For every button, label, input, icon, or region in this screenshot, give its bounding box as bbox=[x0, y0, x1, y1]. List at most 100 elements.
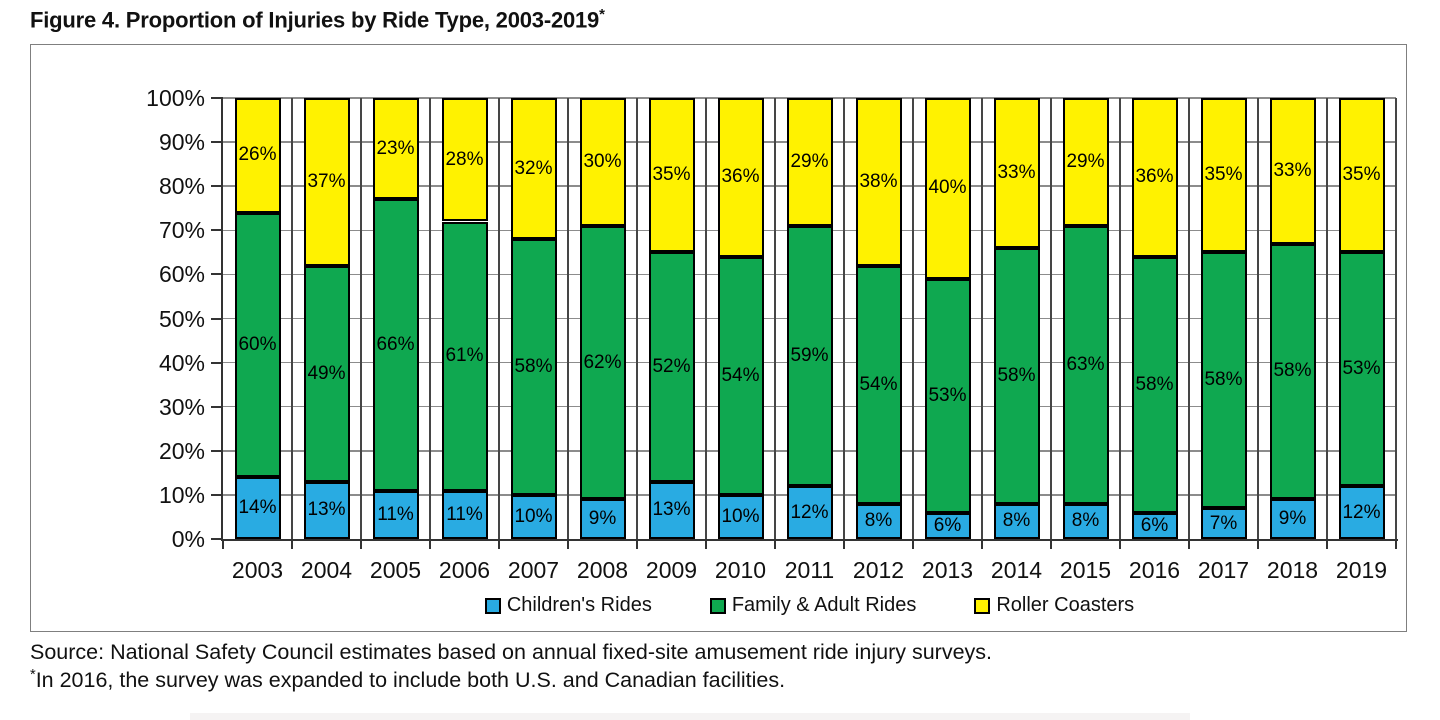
bar-segment-roller-coasters bbox=[786, 98, 833, 226]
x-axis-tick bbox=[705, 541, 707, 549]
legend-item: Children's Rides bbox=[484, 594, 652, 617]
bar-value-label: 33% bbox=[997, 161, 1036, 183]
source-note: Source: National Safety Council estimate… bbox=[30, 640, 993, 664]
bar-value-label: 58% bbox=[1204, 369, 1243, 391]
x-axis-label: 2012 bbox=[852, 557, 905, 583]
bar-segment-roller-coasters bbox=[1131, 98, 1178, 257]
x-axis-tick bbox=[1188, 541, 1190, 549]
bar-segment-childrens-rides bbox=[993, 503, 1040, 539]
y-axis-tick bbox=[211, 273, 221, 276]
y-axis-tick bbox=[211, 229, 221, 232]
x-axis-line bbox=[221, 539, 1398, 541]
bar-segment-family-adult-rides bbox=[441, 221, 488, 491]
bar-segment-childrens-rides bbox=[1269, 499, 1316, 539]
bar-segment-family-adult-rides bbox=[579, 225, 626, 500]
bar-value-label: 12% bbox=[1342, 501, 1381, 523]
footnote-text: In 2016, the survey was expanded to incl… bbox=[35, 668, 786, 693]
bar-segment-roller-coasters bbox=[1200, 98, 1247, 253]
bar-segment-family-adult-rides bbox=[855, 265, 902, 504]
gridline-vertical bbox=[912, 98, 914, 539]
gridline-horizontal bbox=[223, 97, 1396, 99]
bar-value-label: 29% bbox=[790, 150, 829, 172]
x-axis-label: 2016 bbox=[1128, 557, 1181, 583]
legend-swatch-icon bbox=[484, 597, 501, 614]
x-axis-tick bbox=[912, 541, 914, 549]
bar-value-label: 40% bbox=[928, 177, 967, 199]
bar-value-label: 53% bbox=[928, 384, 967, 406]
bar-value-label: 6% bbox=[1140, 514, 1169, 536]
bar-value-label: 11% bbox=[377, 503, 414, 525]
bar-value-label: 6% bbox=[933, 514, 962, 536]
x-axis-tick bbox=[636, 541, 638, 549]
x-axis-label: 2005 bbox=[369, 557, 422, 583]
x-axis-tick bbox=[222, 541, 224, 549]
bar-segment-family-adult-rides bbox=[786, 225, 833, 487]
bar-value-label: 58% bbox=[1135, 373, 1174, 395]
bar-value-label: 54% bbox=[721, 364, 760, 386]
figure-title: Figure 4. Proportion of Injuries by Ride… bbox=[30, 6, 605, 33]
y-axis-tick bbox=[211, 361, 221, 364]
x-axis-tick bbox=[1395, 541, 1397, 549]
x-axis-tick bbox=[1326, 541, 1328, 549]
gridline-vertical bbox=[705, 98, 707, 539]
bar-value-label: 29% bbox=[1066, 150, 1105, 172]
x-axis-tick bbox=[567, 541, 569, 549]
y-axis-tick bbox=[211, 538, 221, 540]
bar-value-label: 35% bbox=[652, 164, 691, 186]
x-axis-tick bbox=[981, 541, 983, 549]
bar-value-label: 59% bbox=[790, 345, 829, 366]
bar-segment-family-adult-rides bbox=[993, 247, 1040, 504]
bar-value-label: 58% bbox=[1273, 360, 1312, 382]
gridline-vertical bbox=[498, 98, 500, 539]
x-axis-label: 2019 bbox=[1335, 557, 1388, 583]
y-axis-tick bbox=[211, 493, 221, 496]
gridline-vertical bbox=[1326, 98, 1328, 539]
bar-value-label: 8% bbox=[1071, 510, 1100, 532]
bar-segment-family-adult-rides bbox=[1062, 225, 1109, 504]
bar-value-label: 13% bbox=[307, 499, 346, 521]
bar-segment-family-adult-rides bbox=[303, 265, 350, 482]
bar-value-label: 52% bbox=[652, 356, 691, 378]
bar-segment-roller-coasters bbox=[579, 98, 626, 226]
bar-value-label: 35% bbox=[1342, 164, 1381, 186]
bar-segment-roller-coasters bbox=[924, 98, 971, 279]
bar-segment-roller-coasters bbox=[993, 98, 1040, 248]
bar-segment-childrens-rides bbox=[1200, 508, 1247, 539]
y-axis-tick bbox=[211, 97, 221, 99]
bar-value-label: 36% bbox=[721, 166, 760, 188]
figure-title-text: Figure 4. Proportion of Injuries by Ride… bbox=[30, 7, 600, 33]
bar-segment-family-adult-rides bbox=[372, 199, 419, 491]
y-axis-tick bbox=[211, 185, 221, 188]
bar-value-label: 60% bbox=[238, 333, 277, 355]
bar-segment-childrens-rides bbox=[234, 477, 281, 539]
bar-value-label: 10% bbox=[721, 505, 760, 527]
y-axis-label: 30% bbox=[158, 393, 205, 420]
bar-segment-roller-coasters bbox=[855, 98, 902, 266]
bar-value-label: 38% bbox=[859, 170, 898, 192]
bar-segment-roller-coasters bbox=[1269, 98, 1316, 244]
bar-value-label: 49% bbox=[307, 362, 346, 384]
bar-value-label: 13% bbox=[652, 499, 691, 521]
bar-segment-family-adult-rides bbox=[510, 239, 557, 495]
bar-value-label: 30% bbox=[583, 150, 622, 172]
bar-segment-roller-coasters bbox=[1062, 98, 1109, 226]
y-axis-label: 80% bbox=[158, 173, 205, 200]
legend-swatch-icon bbox=[709, 597, 726, 614]
bar-value-label: 58% bbox=[514, 356, 553, 378]
y-axis-tick bbox=[211, 405, 221, 408]
bar-value-label: 53% bbox=[1342, 358, 1381, 380]
x-axis-label: 2018 bbox=[1266, 557, 1319, 583]
bar-value-label: 26% bbox=[238, 144, 277, 166]
x-axis-tick bbox=[843, 541, 845, 549]
bar-segment-roller-coasters bbox=[303, 98, 350, 266]
y-axis-tick bbox=[211, 317, 221, 320]
bar-value-label: 35% bbox=[1204, 164, 1243, 186]
bar-segment-childrens-rides bbox=[441, 490, 488, 539]
x-axis-label: 2003 bbox=[231, 557, 284, 583]
x-axis-label: 2015 bbox=[1059, 557, 1112, 583]
x-axis-label: 2010 bbox=[714, 557, 767, 583]
x-axis-label: 2013 bbox=[921, 557, 974, 583]
bar-segment-childrens-rides bbox=[648, 481, 695, 539]
bar-segment-childrens-rides bbox=[510, 494, 557, 539]
bar-segment-family-adult-rides bbox=[234, 212, 281, 478]
